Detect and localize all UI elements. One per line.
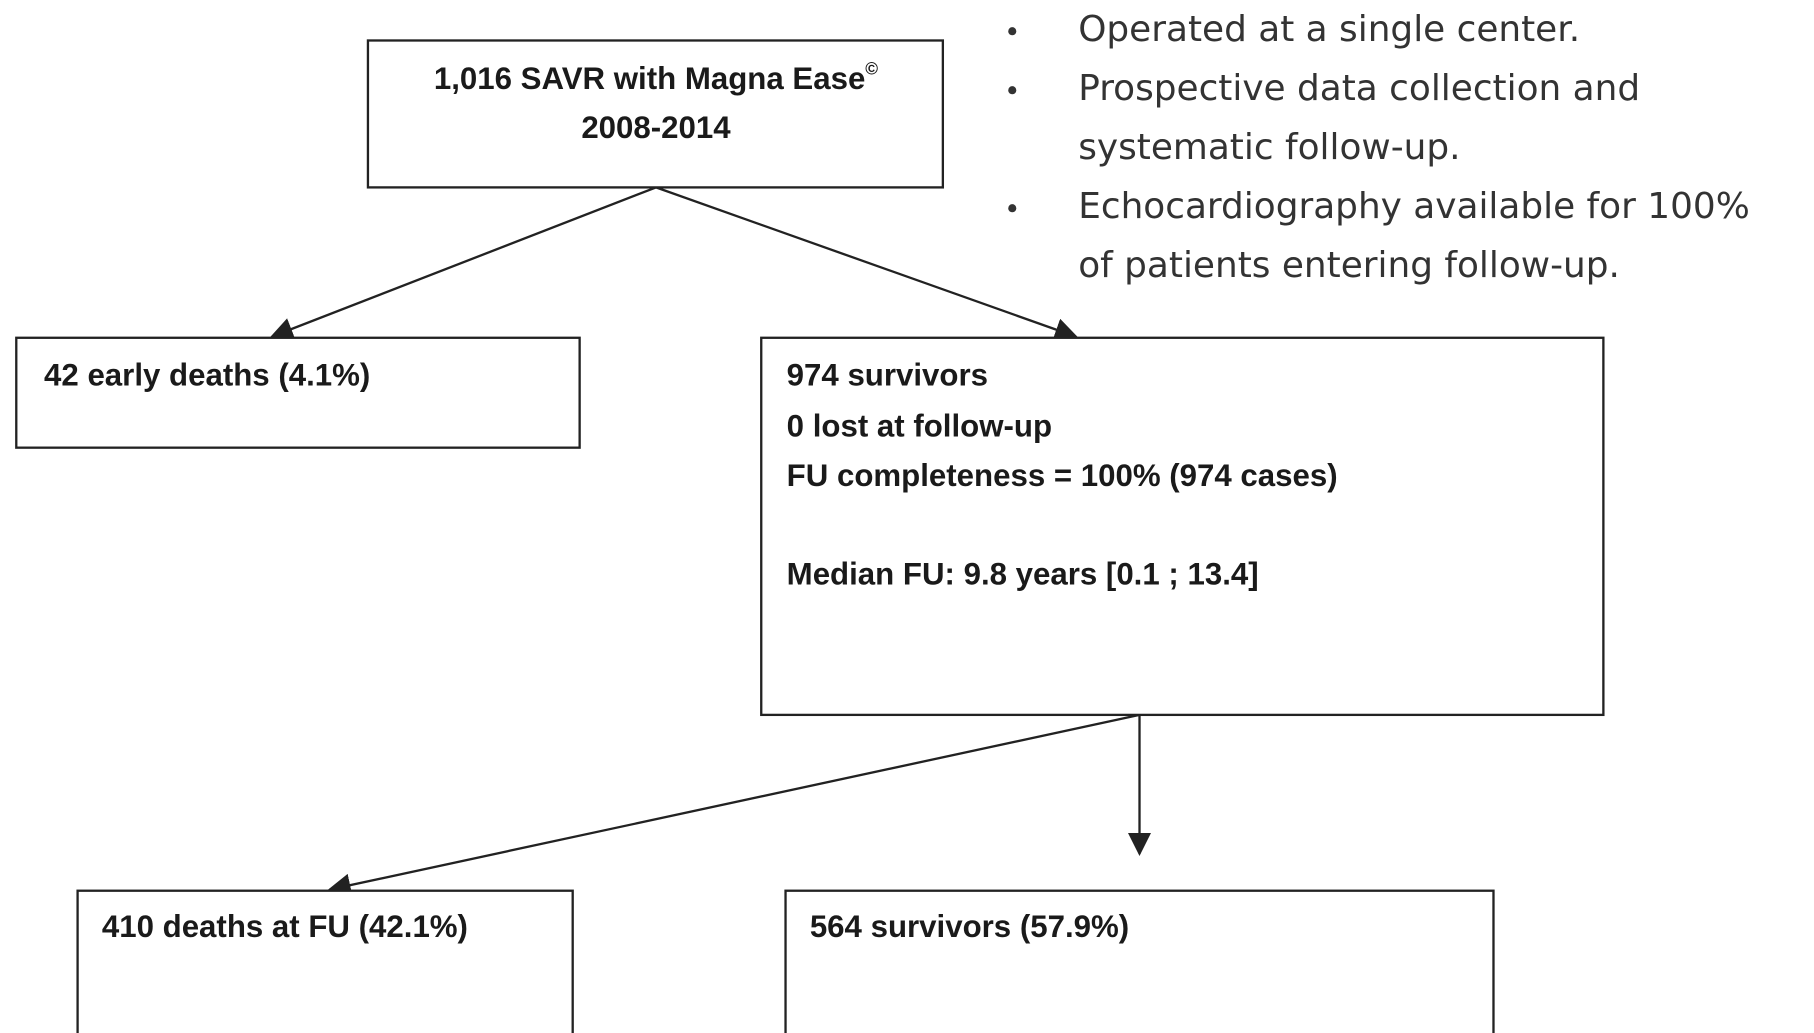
top-text: 1,016 SAVR with Magna Ease	[434, 61, 865, 96]
early-deaths-label: 42 early deaths (4.1%)	[44, 357, 370, 392]
bullet-dot	[1008, 86, 1017, 95]
top-line: 1,016 SAVR with Magna Ease©	[434, 58, 878, 96]
bullet-text: Prospective data collection and	[1078, 68, 1640, 109]
arrow	[327, 713, 1140, 897]
median-fu: Median FU: 9.8 years [0.1 ; 13.4]	[787, 556, 1259, 591]
bullet-dot	[1008, 27, 1017, 36]
fu-survivors-box	[784, 889, 1495, 1033]
bullet-text: Operated at a single center.	[1078, 9, 1580, 50]
fu-deaths-label: 410 deaths at FU (42.1%)	[102, 909, 468, 944]
top-line: 2008-2014	[581, 110, 731, 145]
bullet-list: Operated at a single center. Prospective …	[1008, 9, 1750, 286]
bullet-dot	[1008, 204, 1017, 213]
survivors-line: 974 survivors	[787, 357, 988, 392]
arrow	[655, 186, 1079, 341]
fu-survivors-label: 564 survivors (57.9%)	[810, 909, 1129, 944]
survivors-box	[760, 336, 1605, 717]
survivors-line: 0 lost at follow-up	[787, 408, 1052, 443]
survivors-line: FU completeness = 100% (974 cases)	[787, 458, 1338, 493]
superscript: ©	[865, 58, 878, 78]
bullet-text: of patients entering follow-up.	[1078, 245, 1620, 286]
bullet-text: systematic follow-up.	[1078, 127, 1460, 168]
early-deaths-box	[15, 336, 581, 449]
fu-deaths-box	[76, 889, 574, 1033]
bullet-text: Echocardiography available for 100%	[1078, 186, 1750, 227]
arrow	[269, 186, 657, 340]
top-box	[366, 39, 945, 189]
